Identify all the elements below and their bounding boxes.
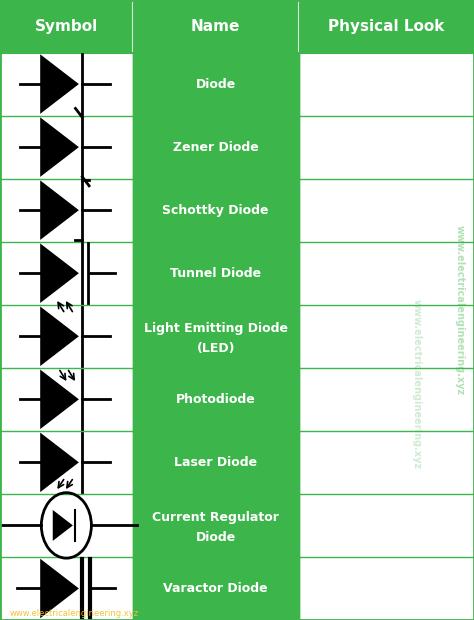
Polygon shape	[40, 180, 79, 240]
Bar	[0, 0, 474, 53]
Polygon shape	[40, 117, 79, 177]
Bar	[299, 242, 474, 305]
Bar	[133, 368, 299, 431]
Bar	[133, 179, 299, 242]
Polygon shape	[40, 433, 79, 492]
Bar	[0, 242, 133, 305]
Text: www.electricalengineering.xyz: www.electricalengineering.xyz	[9, 609, 138, 618]
Bar	[0, 115, 133, 179]
Bar	[0, 179, 133, 242]
Bar	[133, 305, 299, 368]
Bar	[133, 431, 299, 494]
Bar	[0, 431, 133, 494]
Text: Zener Diode: Zener Diode	[173, 141, 258, 154]
Text: Tunnel Diode: Tunnel Diode	[170, 267, 261, 280]
Text: Photodiode: Photodiode	[176, 393, 255, 406]
Text: Diode: Diode	[196, 78, 236, 91]
Polygon shape	[40, 55, 79, 114]
Text: www.electricalengineering.xyz: www.electricalengineering.xyz	[455, 225, 465, 395]
Bar	[299, 53, 474, 115]
Polygon shape	[40, 306, 79, 366]
Text: Physical Look: Physical Look	[328, 19, 445, 33]
Bar	[133, 115, 299, 179]
Polygon shape	[40, 559, 79, 618]
Text: Diode: Diode	[196, 531, 236, 544]
Bar	[299, 368, 474, 431]
Bar	[133, 242, 299, 305]
Bar	[133, 557, 299, 620]
Text: Light Emitting Diode: Light Emitting Diode	[144, 322, 288, 335]
Bar	[0, 53, 133, 115]
Bar	[299, 115, 474, 179]
Polygon shape	[53, 510, 73, 541]
Bar	[299, 431, 474, 494]
Text: (LED): (LED)	[196, 342, 235, 355]
Bar	[133, 494, 299, 557]
Bar	[299, 557, 474, 620]
Polygon shape	[40, 370, 79, 429]
Bar	[0, 557, 133, 620]
Text: Schottky Diode: Schottky Diode	[163, 203, 269, 216]
Text: Symbol: Symbol	[35, 19, 98, 33]
Bar	[299, 179, 474, 242]
Bar	[299, 305, 474, 368]
Text: Name: Name	[191, 19, 240, 33]
Text: Current Regulator: Current Regulator	[152, 511, 279, 524]
Bar	[133, 53, 299, 115]
Text: Laser Diode: Laser Diode	[174, 456, 257, 469]
Bar	[0, 305, 133, 368]
Text: www.electricalengineering.xyz: www.electricalengineering.xyz	[412, 299, 422, 469]
Text: Varactor Diode: Varactor Diode	[164, 582, 268, 595]
Bar	[299, 494, 474, 557]
Polygon shape	[40, 244, 79, 303]
Bar	[0, 368, 133, 431]
Bar	[0, 494, 133, 557]
